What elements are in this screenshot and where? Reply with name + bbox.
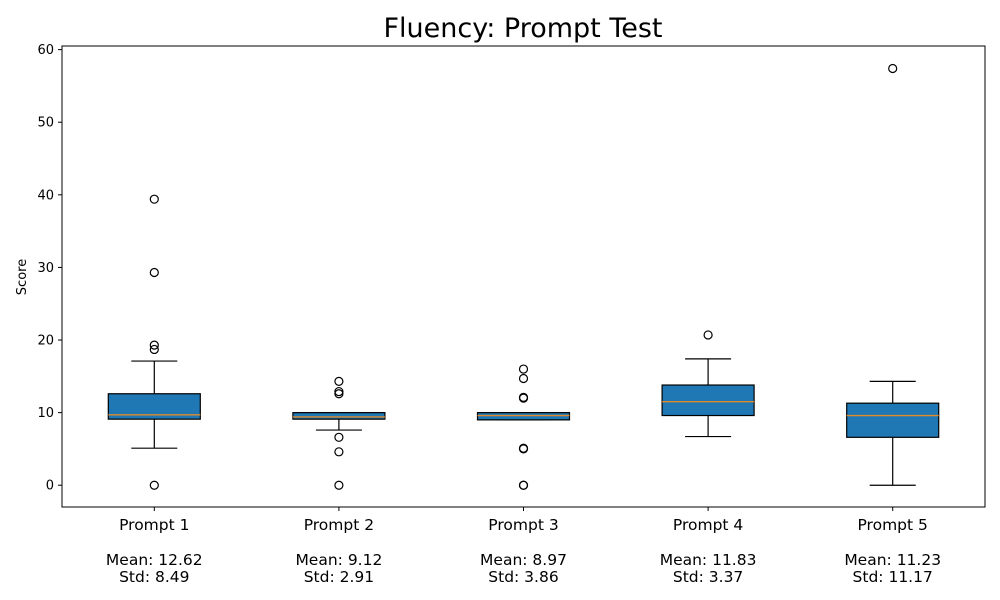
y-tick-label: 50	[37, 116, 54, 131]
outlier-point	[149, 480, 159, 490]
box-iqr	[661, 384, 755, 417]
mean-label: Mean: 9.12	[295, 551, 382, 569]
x-tick-label: Prompt 1	[119, 516, 189, 534]
x-tick-label: Prompt 4	[673, 516, 743, 534]
outlier-point	[334, 480, 344, 490]
x-tick-label: Prompt 3	[488, 516, 558, 534]
outlier-point	[149, 344, 159, 355]
outlier-point	[518, 392, 529, 402]
std-label: Std: 11.17	[853, 568, 933, 586]
box-iqr	[292, 412, 386, 420]
box-iqr	[476, 412, 571, 421]
y-tick-label: 0	[46, 479, 54, 494]
x-tick-label: Prompt 5	[857, 516, 927, 534]
outlier-point	[888, 63, 898, 74]
y-tick-label: 30	[37, 261, 54, 276]
std-label: Std: 8.49	[119, 568, 189, 586]
std-label: Std: 3.37	[673, 568, 743, 586]
std-label: Std: 2.91	[304, 568, 374, 586]
y-tick-label: 10	[37, 406, 54, 421]
y-axis-label: Score	[15, 259, 30, 295]
mean-label: Mean: 11.83	[660, 551, 757, 569]
outlier-point	[334, 376, 344, 387]
outlier-point	[518, 480, 529, 490]
std-label: Std: 3.86	[488, 568, 558, 586]
y-tick-label: 60	[37, 43, 54, 58]
mean-label: Mean: 8.97	[480, 551, 567, 569]
outlier-point	[518, 364, 529, 374]
mean-label: Mean: 12.62	[106, 551, 203, 569]
box-iqr	[846, 402, 940, 438]
y-tick-label: 20	[37, 334, 54, 349]
outlier-point	[334, 432, 344, 442]
mean-label: Mean: 11.23	[844, 551, 941, 569]
y-tick-label: 40	[37, 188, 54, 203]
x-tick-label: Prompt 2	[304, 516, 374, 534]
outlier-point	[149, 194, 159, 204]
chart-title: Fluency: Prompt Test	[383, 13, 662, 44]
outlier-point	[334, 386, 344, 397]
outlier-point	[518, 443, 529, 453]
outlier-point	[149, 267, 159, 278]
outlier-point	[703, 330, 713, 340]
outlier-point	[149, 340, 159, 350]
outlier-point	[518, 373, 529, 384]
plot-frame	[61, 45, 986, 508]
outlier-point	[334, 447, 344, 457]
